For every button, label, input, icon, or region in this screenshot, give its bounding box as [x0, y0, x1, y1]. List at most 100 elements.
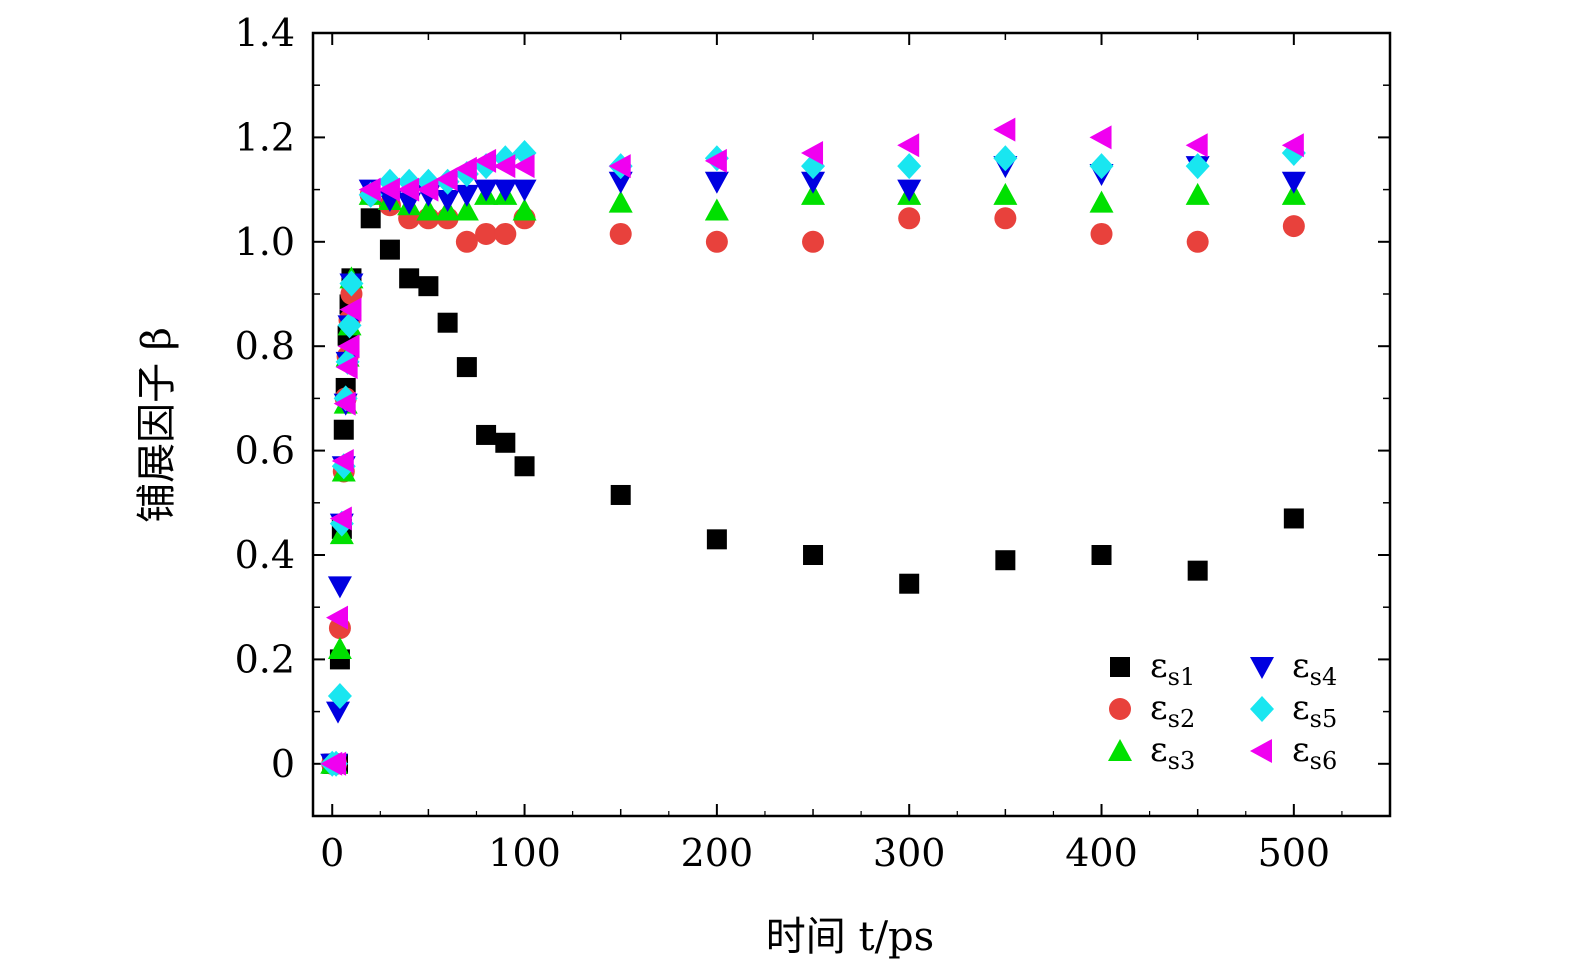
data-point [1283, 508, 1304, 529]
legend-entry-label: εs6 [1292, 730, 1337, 775]
legend-marker [1110, 657, 1130, 677]
data-point [418, 276, 439, 297]
data-point [337, 334, 360, 359]
legend-marker [1250, 739, 1272, 763]
data-point [704, 148, 727, 173]
y-tick-label: 0.6 [235, 429, 295, 473]
data-point [327, 682, 352, 709]
data-point [456, 357, 477, 378]
data-point [437, 312, 458, 333]
legend-marker [1109, 698, 1131, 720]
data-point [993, 182, 1018, 205]
data-point [1089, 153, 1114, 180]
data-point [801, 182, 826, 205]
data-point [704, 198, 729, 221]
data-point [327, 576, 352, 599]
data-point [455, 230, 478, 253]
data-point [803, 545, 824, 565]
x-tick-label: 400 [1065, 831, 1138, 875]
data-point [416, 198, 441, 221]
data-point [704, 171, 729, 194]
data-point [608, 171, 633, 194]
x-tick-label: 500 [1258, 831, 1331, 875]
x-tick-label: 100 [488, 831, 561, 875]
data-point [898, 207, 921, 230]
data-point [327, 636, 352, 659]
data-point [1091, 545, 1112, 565]
data-point [1186, 230, 1209, 253]
data-point [339, 270, 364, 297]
x-tick-label: 300 [873, 831, 946, 875]
data-point [1185, 153, 1210, 180]
data-point [493, 154, 516, 179]
legend-entry-label: εs4 [1292, 646, 1337, 691]
data-point [1281, 171, 1306, 194]
data-point [494, 222, 517, 245]
data-point [514, 456, 535, 477]
data-point [416, 177, 439, 202]
data-point [993, 145, 1018, 172]
data-point [1090, 222, 1113, 245]
data-point [993, 117, 1016, 142]
data-point [333, 419, 354, 440]
data-point [474, 179, 499, 202]
data-point [897, 153, 922, 180]
data-point [801, 141, 824, 166]
data-point [1282, 215, 1305, 238]
data-point [705, 230, 728, 253]
data-point [1187, 560, 1208, 581]
y-tick-label: 0.2 [235, 637, 295, 681]
data-point [512, 154, 535, 179]
data-point [1185, 182, 1210, 205]
data-point [333, 391, 356, 416]
data-point [329, 506, 352, 531]
data-point [609, 222, 632, 245]
data-point [608, 154, 631, 179]
data-point [474, 148, 497, 173]
legend-marker [1108, 739, 1132, 761]
data-point [897, 133, 920, 158]
data-point [326, 701, 351, 724]
axes: 0 100 200 300 400 500 0 0.2 0.4 0.6 0.8 1.0 1.2 1.4 [235, 11, 1392, 875]
data-point [454, 198, 479, 221]
data-point [360, 208, 381, 229]
data-point [397, 177, 420, 202]
data-point [897, 179, 922, 202]
x-tick-label: 200 [681, 831, 754, 875]
data-point [610, 484, 631, 505]
data-point [1281, 182, 1306, 205]
data-point [495, 432, 516, 453]
y-tick-label: 0.4 [235, 533, 295, 577]
data-point [994, 207, 1017, 230]
series-6 [320, 117, 1304, 776]
data-point [801, 171, 826, 194]
y-tick-label: 1.4 [235, 11, 295, 55]
data-point [706, 529, 727, 550]
x-axis-label: 时间 t/ps [766, 914, 934, 960]
legend-marker [1250, 696, 1274, 722]
data-point [324, 751, 347, 776]
plot-frame [311, 31, 1392, 818]
data-point [339, 297, 362, 322]
data-point [454, 156, 477, 181]
y-tick-label: 0 [271, 742, 295, 786]
y-tick-label: 0.8 [235, 324, 295, 368]
legend-entry-label: εs3 [1150, 730, 1195, 775]
data-point [995, 550, 1016, 571]
y-tick-label: 1.2 [235, 115, 295, 159]
data-point [335, 355, 358, 380]
data-point [899, 573, 920, 594]
legend-entry-label: εs5 [1292, 688, 1337, 733]
data-point [399, 268, 420, 289]
data-point [331, 449, 354, 474]
y-tick-label: 1.0 [235, 220, 295, 264]
data-series [320, 117, 1306, 777]
series-5 [320, 140, 1306, 777]
data-point [1089, 190, 1114, 213]
data-point [435, 167, 458, 192]
legend-entry-label: εs1 [1150, 646, 1195, 691]
data-point [802, 230, 825, 253]
data-point [377, 177, 400, 202]
data-point [608, 190, 633, 213]
